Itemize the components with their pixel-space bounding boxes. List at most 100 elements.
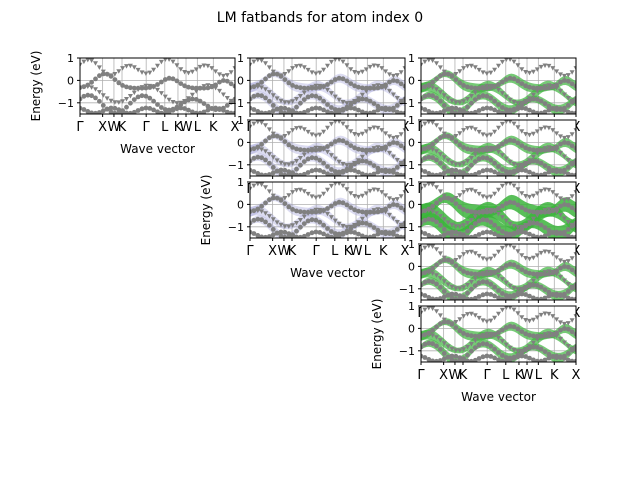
x-tick-label: K [209,120,218,135]
band-point [449,284,455,290]
band-point [542,349,548,354]
band-point [367,209,373,215]
band-point [565,158,571,163]
band-point [554,353,559,359]
band-point [441,170,447,176]
band-point [336,159,342,165]
band-point [352,106,357,111]
band-point [321,169,326,175]
band-point [430,358,435,362]
band-point [391,169,396,175]
band-point [259,155,264,161]
x-tick-label: L [364,244,372,259]
band-point [305,129,311,135]
band-point [422,279,428,285]
band-point [527,344,532,349]
band-point [468,218,474,223]
band-point [500,291,505,296]
band-point [430,141,435,147]
band-point [542,85,548,91]
band-point [527,256,532,262]
band-point [465,166,470,172]
band-point [546,63,552,69]
band-point [426,154,432,160]
band-point [573,172,576,176]
band-point [534,67,540,72]
band-point [290,190,296,195]
band-point [356,158,361,163]
band-point [263,61,268,66]
band-point [534,315,540,320]
band-point [97,110,102,114]
band-point [297,125,303,131]
band-point [476,253,482,259]
band-point [104,106,110,112]
band-point [511,293,517,299]
band-point [472,90,478,96]
band-point [367,172,373,176]
band-point [383,193,389,198]
band-point [143,85,149,91]
band-point [356,107,361,113]
band-point [546,289,552,295]
band-point [379,168,385,173]
band-point [457,69,463,74]
band-point [503,110,509,114]
band-point [190,85,195,91]
band-point [426,330,432,336]
band-point [484,93,490,99]
band-point [488,209,494,214]
band-point [527,293,532,299]
band-point [332,139,338,144]
band-point [325,109,330,114]
band-point [340,59,346,65]
band-point [371,171,377,176]
band-point [267,197,272,203]
band-point [332,231,338,236]
band-point [472,214,478,220]
band-point [360,96,365,102]
band-point [305,218,311,224]
band-point [558,106,563,112]
band-point [124,110,129,114]
band-point [213,105,219,111]
band-point [336,233,342,238]
band-point [313,85,319,91]
band-point [484,133,490,138]
band-point [468,249,474,255]
band-point [480,271,486,277]
band-point [197,85,203,91]
band-point [251,121,257,127]
band-point [263,110,268,114]
band-point [438,284,443,290]
band-point [484,105,490,111]
band-point [344,78,350,84]
band-point [538,234,544,238]
band-point [201,101,207,106]
band-point [503,169,509,174]
plot-frame [249,57,406,115]
band-point [97,98,102,104]
band-point [542,233,548,238]
band-point [359,216,365,222]
band-point [453,229,459,235]
band-point [186,96,191,101]
band-point [484,341,490,347]
band-point [232,110,235,114]
band-point [309,85,315,91]
band-point [336,137,342,143]
y-tick-label: −1 [399,221,415,234]
band-point [499,183,505,189]
band-point [538,160,544,166]
band-point [379,190,385,195]
band-point [569,296,575,300]
band-point [96,65,102,70]
band-point [259,141,264,147]
band-point [511,324,517,330]
band-point [449,357,455,362]
band-point [387,196,392,201]
band-point [558,79,563,85]
band-point [441,155,447,160]
band-point [461,269,466,274]
